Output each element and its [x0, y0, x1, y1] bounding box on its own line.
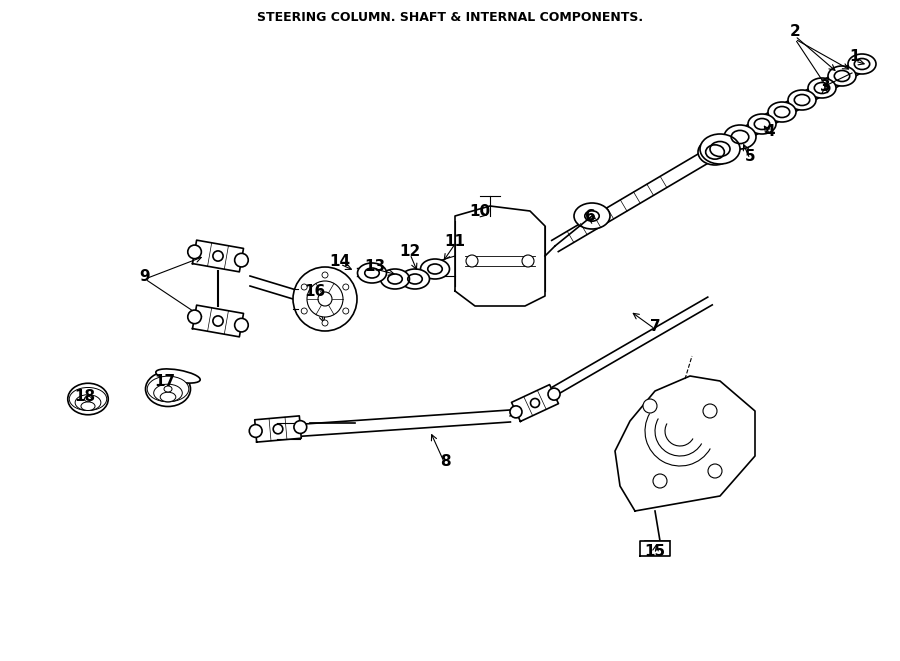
Ellipse shape — [148, 376, 189, 402]
Polygon shape — [552, 58, 868, 252]
Ellipse shape — [768, 102, 796, 122]
Polygon shape — [615, 376, 755, 511]
Polygon shape — [290, 410, 510, 437]
Polygon shape — [193, 305, 244, 337]
Circle shape — [322, 320, 328, 326]
Text: 10: 10 — [470, 204, 490, 219]
Ellipse shape — [75, 395, 101, 410]
Ellipse shape — [85, 397, 92, 402]
Polygon shape — [455, 206, 545, 306]
Ellipse shape — [357, 263, 386, 283]
Ellipse shape — [574, 203, 610, 229]
Ellipse shape — [154, 384, 183, 402]
Text: 17: 17 — [155, 373, 176, 389]
Text: 16: 16 — [304, 284, 326, 299]
Ellipse shape — [381, 269, 410, 289]
Text: 7: 7 — [650, 319, 661, 334]
Circle shape — [343, 284, 349, 290]
Circle shape — [343, 308, 349, 314]
Ellipse shape — [788, 90, 816, 110]
Circle shape — [293, 267, 357, 331]
Text: 8: 8 — [440, 453, 450, 469]
Polygon shape — [255, 416, 302, 442]
Text: 9: 9 — [140, 268, 150, 284]
Ellipse shape — [724, 125, 756, 149]
Ellipse shape — [748, 114, 776, 134]
Circle shape — [235, 319, 248, 332]
Ellipse shape — [698, 139, 732, 165]
Text: 13: 13 — [364, 258, 385, 274]
Ellipse shape — [81, 402, 95, 410]
Circle shape — [466, 255, 478, 267]
Circle shape — [213, 316, 223, 326]
Polygon shape — [518, 297, 712, 415]
Circle shape — [318, 292, 332, 306]
Text: 14: 14 — [329, 254, 351, 268]
Circle shape — [703, 404, 717, 418]
Text: 4: 4 — [765, 124, 775, 139]
Polygon shape — [640, 541, 670, 556]
Text: 11: 11 — [445, 233, 465, 249]
Ellipse shape — [160, 392, 176, 402]
Circle shape — [643, 399, 657, 413]
Text: 1: 1 — [850, 48, 860, 63]
Text: 18: 18 — [75, 389, 95, 403]
Ellipse shape — [808, 78, 836, 98]
Circle shape — [235, 253, 248, 267]
Circle shape — [302, 284, 307, 290]
Circle shape — [322, 272, 328, 278]
Circle shape — [188, 245, 202, 258]
Circle shape — [294, 420, 307, 434]
Ellipse shape — [156, 369, 200, 383]
Circle shape — [530, 399, 539, 407]
Circle shape — [302, 308, 307, 314]
Text: 15: 15 — [644, 543, 666, 559]
Ellipse shape — [848, 54, 876, 74]
Circle shape — [213, 251, 223, 261]
Circle shape — [307, 281, 343, 317]
Circle shape — [510, 406, 522, 418]
Text: 6: 6 — [585, 208, 596, 223]
Text: 2: 2 — [789, 24, 800, 38]
Text: 12: 12 — [400, 243, 420, 258]
Circle shape — [274, 424, 283, 434]
Circle shape — [653, 474, 667, 488]
Text: 5: 5 — [744, 149, 755, 163]
Ellipse shape — [146, 371, 191, 407]
Ellipse shape — [400, 269, 429, 289]
Ellipse shape — [828, 66, 856, 86]
Ellipse shape — [164, 386, 172, 392]
Text: 3: 3 — [820, 79, 831, 93]
Ellipse shape — [420, 259, 449, 279]
Ellipse shape — [68, 383, 108, 414]
Circle shape — [548, 388, 560, 400]
Circle shape — [522, 255, 534, 267]
Circle shape — [188, 310, 202, 324]
Polygon shape — [193, 240, 244, 272]
Circle shape — [708, 464, 722, 478]
Text: STEERING COLUMN. SHAFT & INTERNAL COMPONENTS.: STEERING COLUMN. SHAFT & INTERNAL COMPON… — [256, 11, 644, 24]
Polygon shape — [511, 385, 559, 422]
Ellipse shape — [69, 387, 107, 410]
Ellipse shape — [700, 134, 740, 164]
Circle shape — [249, 424, 262, 438]
